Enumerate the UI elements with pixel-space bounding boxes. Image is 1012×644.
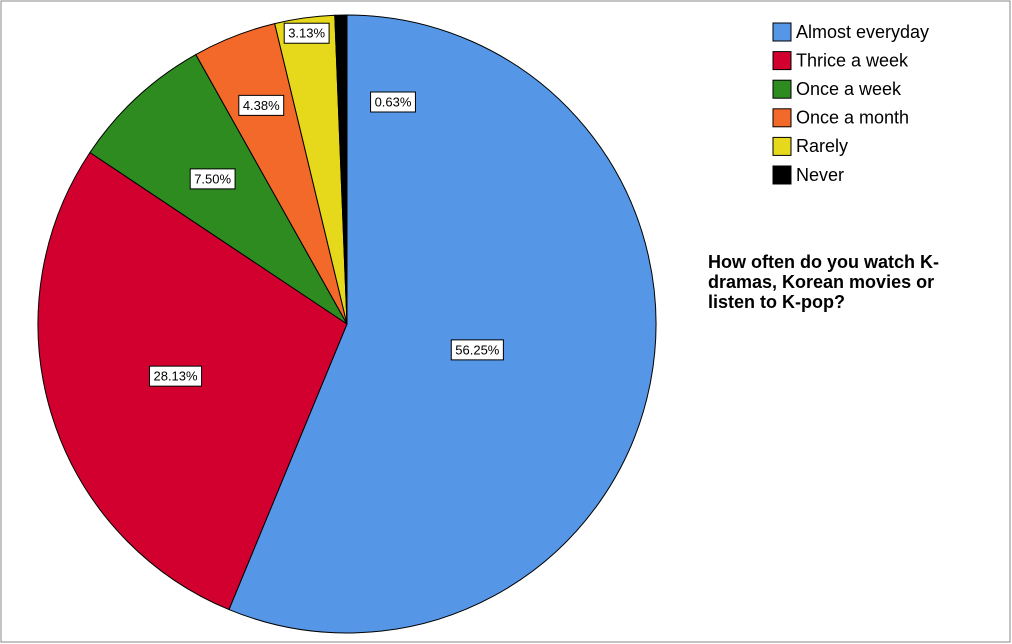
data-label: 56.25%: [450, 339, 504, 361]
data-label-text: 28.13%: [153, 369, 198, 384]
pie-slice: [334, 14, 348, 325]
data-label-box: [283, 22, 330, 44]
data-label: 28.13%: [148, 365, 203, 387]
legend-label: Once a week: [796, 79, 902, 99]
data-label-box: [450, 339, 504, 361]
legend-label: Thrice a week: [796, 50, 909, 70]
legend-swatch: [772, 22, 792, 42]
data-label-text: 56.25%: [455, 342, 500, 357]
data-label: 0.63%: [370, 91, 416, 113]
data-label-text: 7.50%: [194, 171, 231, 186]
legend-swatch: [772, 51, 792, 71]
data-label-text: 3.13%: [288, 26, 325, 41]
legend-swatch: [772, 165, 792, 185]
data-label: 7.50%: [189, 168, 236, 190]
legend-label: Almost everyday: [796, 22, 929, 42]
data-label-box: [148, 365, 203, 387]
legend-swatch: [772, 108, 792, 128]
legend-label: Once a month: [796, 108, 909, 128]
data-label-text: 0.63%: [375, 94, 412, 109]
data-label: 3.13%: [283, 22, 330, 44]
data-label-box: [238, 94, 285, 116]
legend-swatch: [772, 79, 792, 99]
pie-slice: [228, 14, 657, 634]
data-label-text: 4.38%: [243, 98, 280, 113]
data-label-box: [189, 168, 236, 190]
legend-label: Never: [796, 165, 844, 185]
data-label-box: [370, 91, 416, 113]
chart-title: How often do you watch K-dramas, Korean …: [708, 252, 939, 312]
legend-label: Rarely: [796, 136, 848, 156]
data-label: 4.38%: [238, 94, 285, 116]
legend-swatch: [772, 136, 792, 156]
